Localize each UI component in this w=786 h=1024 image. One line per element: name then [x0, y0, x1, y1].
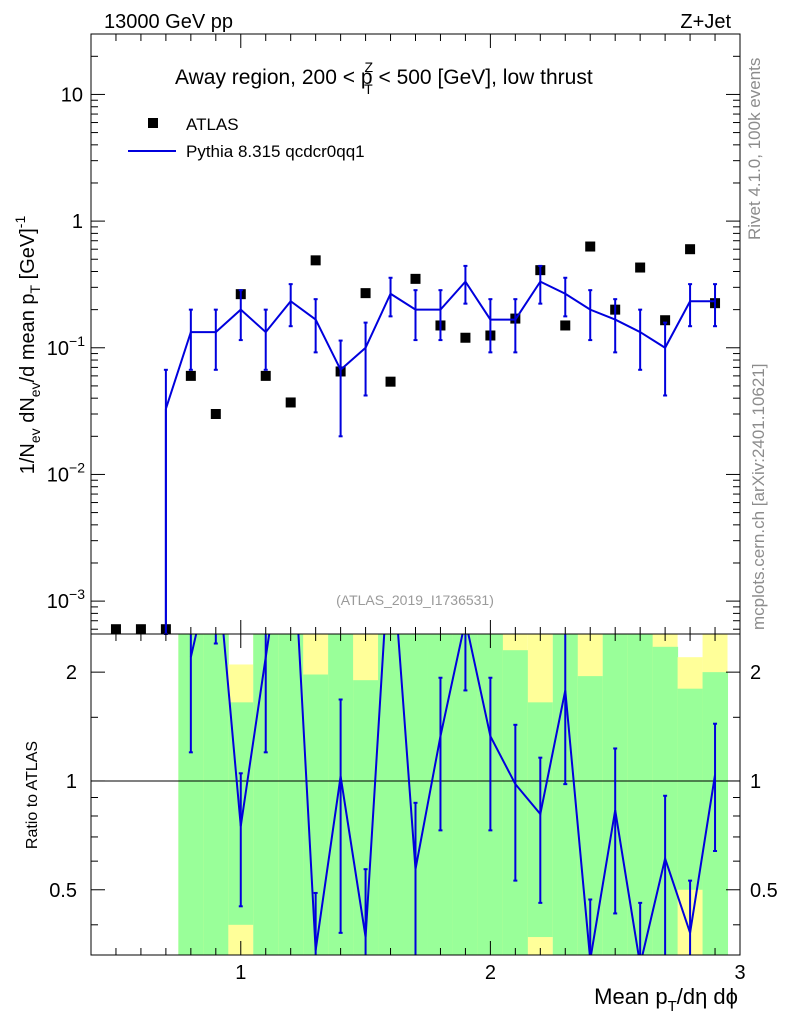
main-y-tick-label: 1: [72, 211, 83, 233]
atlas-data-point: [185, 370, 196, 381]
atlas-data-point: [360, 288, 371, 299]
ratio-plot-frame: [90, 633, 741, 956]
analysis-watermark: (ATLAS_2019_I1736531): [336, 592, 494, 608]
ratio-band-green: [677, 688, 704, 890]
main-title: Away region, 200 < pZ T < 500 [GeV], low …: [175, 59, 593, 97]
ratio-series: [188, 634, 718, 955]
atlas-data-point: [285, 397, 296, 408]
x-axis-label: Mean pT/dη dϕ: [594, 984, 738, 1015]
legend-pythia-label: Pythia 8.315 qcdcr0qq1: [186, 142, 365, 161]
main-y-tick-label: 10: [61, 84, 83, 106]
ratio-band-green: [203, 634, 229, 955]
atlas-data-point: [135, 624, 146, 635]
ratio-y-tick-label-left: 0.5: [49, 880, 77, 902]
atlas-data-point: [635, 262, 646, 273]
ratio-y-axis-label: Ratio to ATLAS: [24, 741, 41, 849]
ratio-band-green: [278, 634, 304, 955]
atlas-data-point: [585, 241, 596, 252]
legend-atlas-label: ATLAS: [186, 115, 239, 134]
header-right: Z+Jet: [680, 11, 731, 33]
ratio-band-green: [627, 634, 654, 955]
ratio-y-tick-label-right: 0.5: [750, 880, 778, 902]
ratio-y-tick-label-left: 1: [66, 771, 77, 793]
atlas-data-point: [685, 244, 696, 255]
atlas-data-point: [460, 332, 471, 343]
legend-atlas-marker: [148, 118, 158, 128]
ratio-y-tick-label-right: 2: [750, 662, 761, 684]
main-y-axis-label: 1/Nev dNev/d mean pT [GeV]-1: [12, 216, 43, 475]
header-left: 13000 GeV pp: [104, 11, 233, 33]
pythia-series: [163, 264, 718, 635]
x-tick-label: 2: [485, 962, 496, 984]
main-y-tick-label: 10−3: [47, 586, 85, 613]
ratio-uncertainty-bands: [178, 634, 729, 955]
atlas-data-point: [660, 315, 671, 326]
atlas-data-point: [260, 370, 271, 381]
ratio-y-tick-label-right: 1: [750, 771, 761, 793]
atlas-data-point: [410, 273, 421, 284]
atlas-data-point: [385, 376, 396, 387]
atlas-data-point: [210, 409, 221, 420]
rivet-label: Rivet 4.1.0, 100k events: [745, 58, 764, 240]
x-tick-label: 1: [235, 962, 246, 984]
atlas-data-point: [560, 320, 571, 331]
main-y-tick-label: 10−2: [47, 459, 85, 486]
mcplots-label: mcplots.cern.ch [arXiv:2401.10621]: [749, 364, 768, 630]
ratio-band-green: [378, 634, 404, 955]
atlas-data-point: [310, 255, 321, 266]
ratio-y-tick-label-left: 2: [66, 662, 77, 684]
main-y-tick-label: 10−1: [47, 333, 85, 360]
atlas-data-point: [110, 624, 121, 635]
x-tick-label: 3: [734, 962, 745, 984]
ratio-line: [189, 634, 717, 955]
